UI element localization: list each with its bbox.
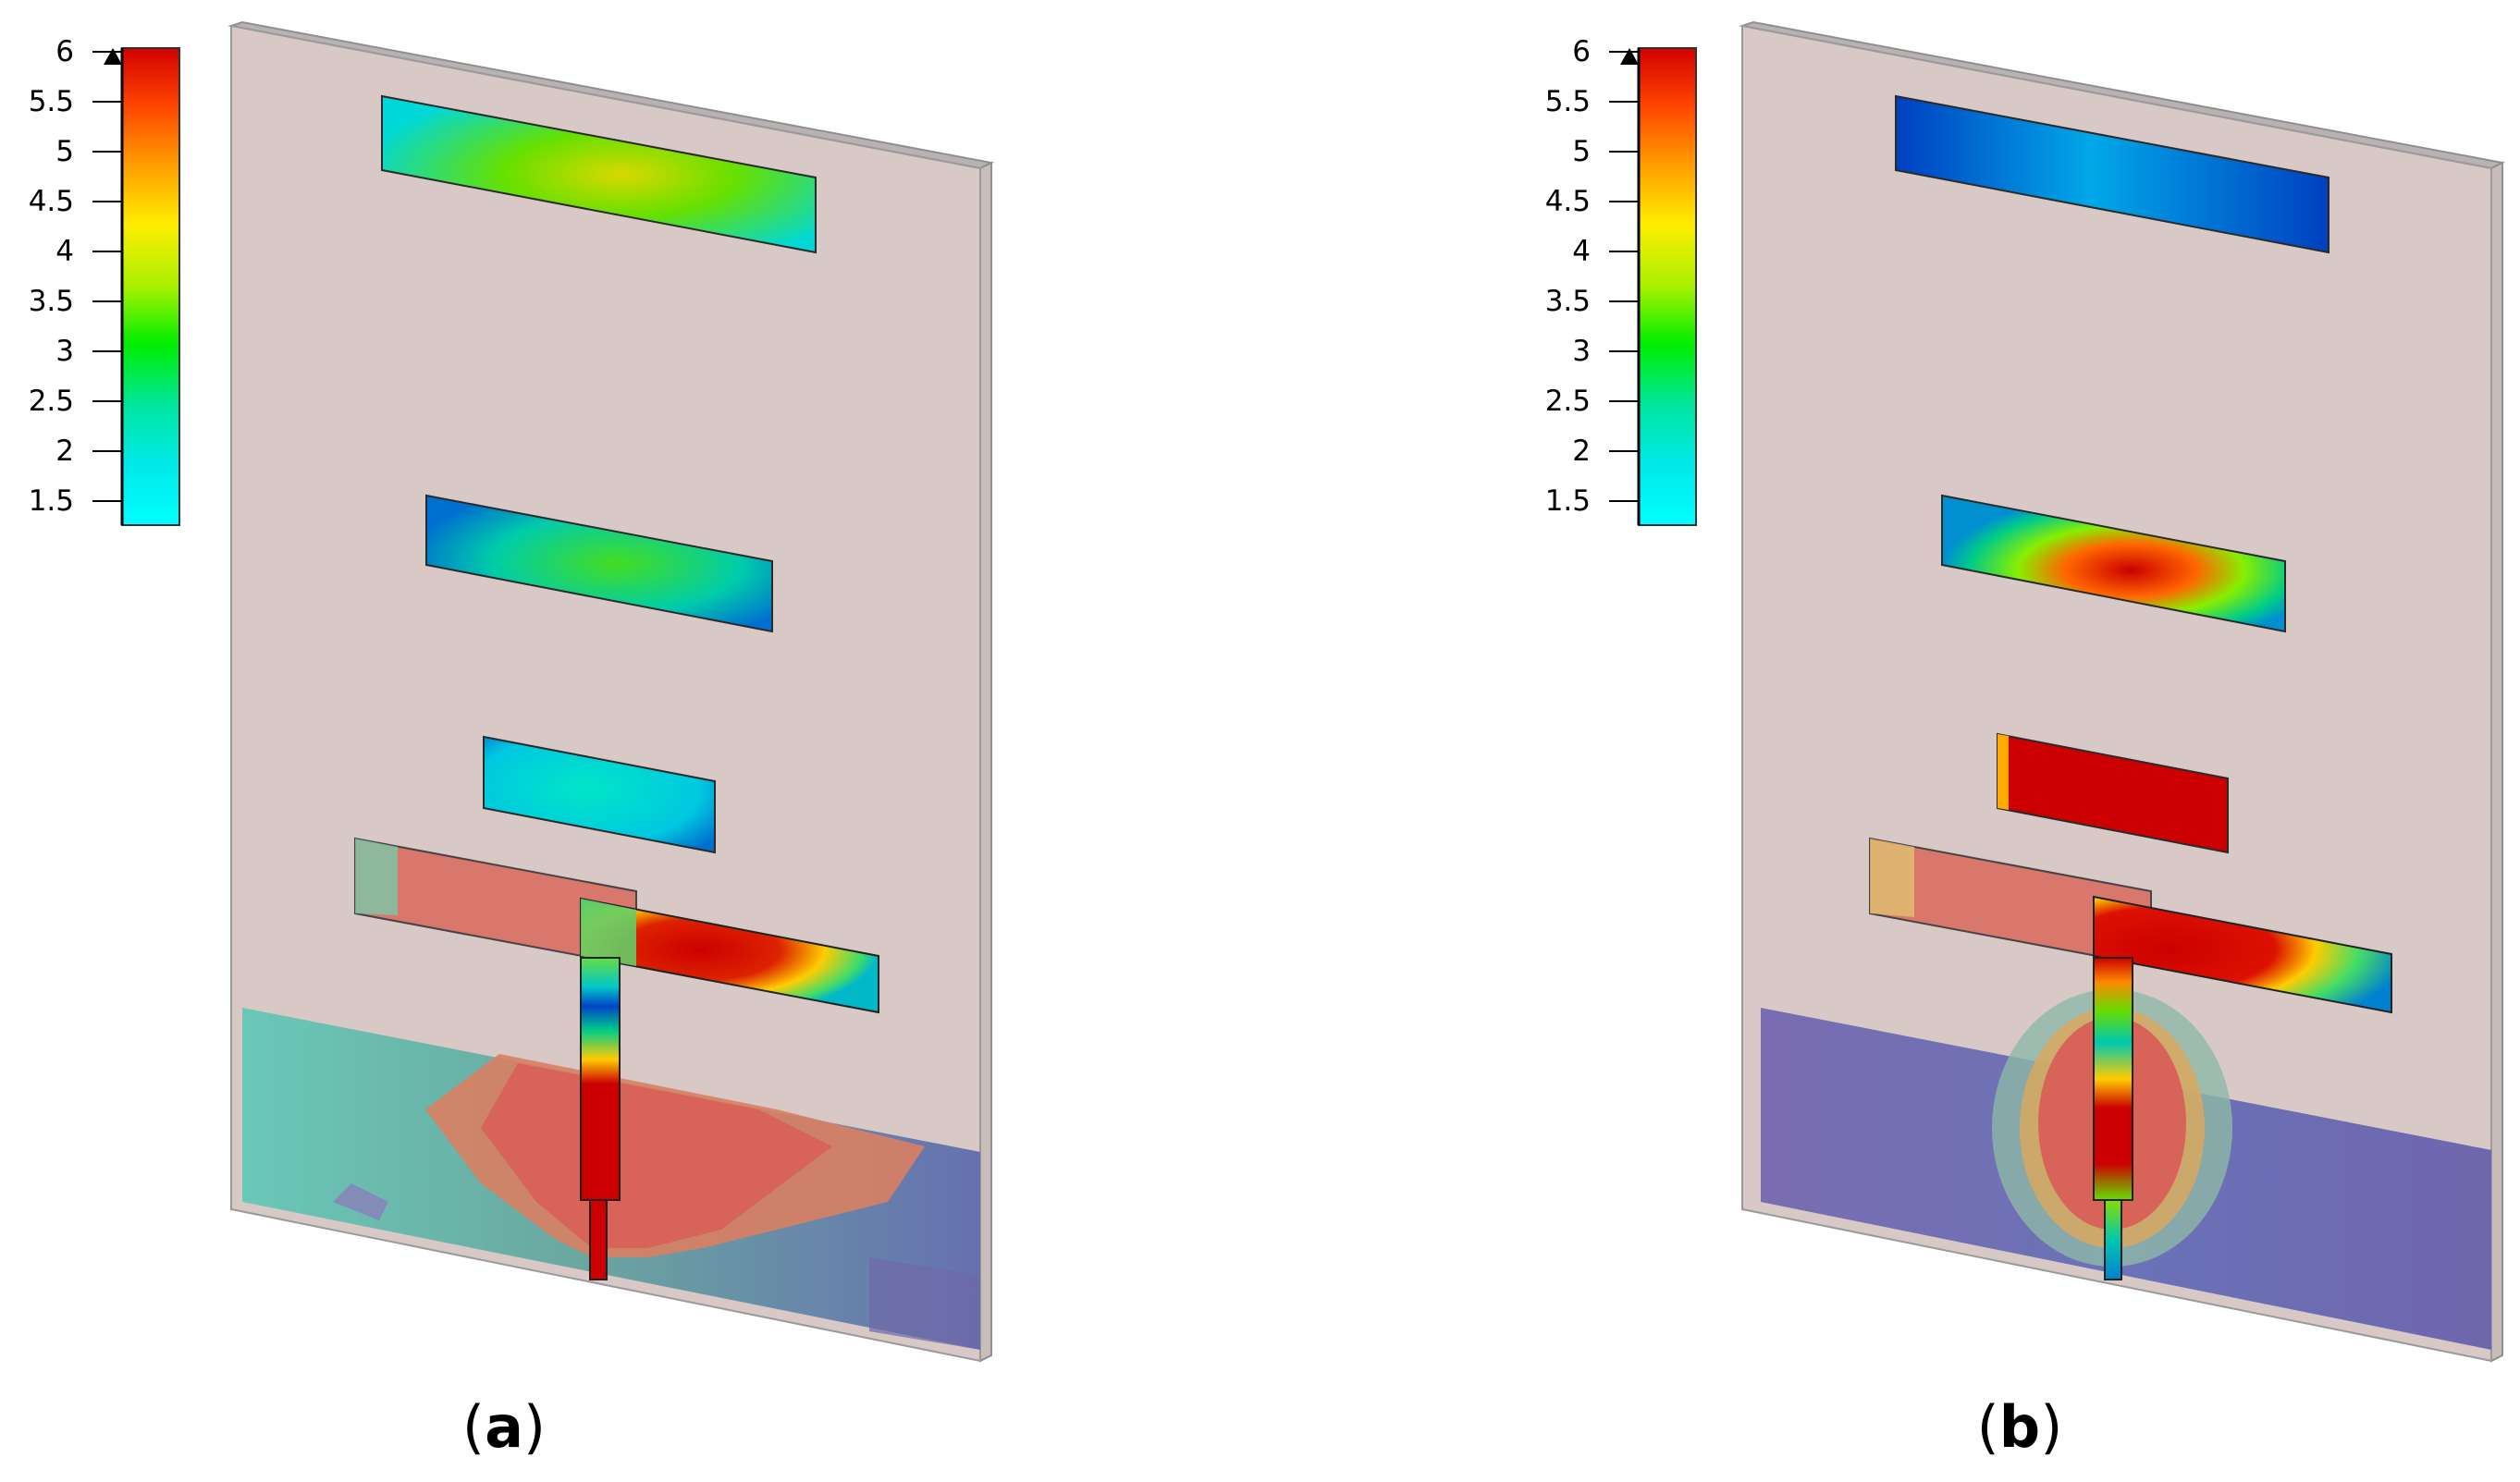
colorbar-b-tick-label: 5 (1572, 135, 1591, 168)
feed-line-b (2093, 957, 2133, 1201)
substrate-a (227, 20, 995, 1363)
colorbar-b-tick-label: 3.5 (1545, 285, 1591, 318)
feed-line-a (580, 957, 621, 1201)
panel-a-caption: (a) (462, 1393, 546, 1461)
colorbar-a-tick-label: 2.5 (29, 385, 74, 418)
colorbar-a-tick-label: 3.5 (29, 285, 74, 318)
substrate-a-side-edge (979, 161, 992, 1363)
colorbar-b: 6 5.5 5 4.5 4 3.5 3 2.5 2 1.5 (1545, 35, 1697, 526)
colorbar-a-tick-label: 5 (55, 135, 74, 168)
director-2-b (1941, 494, 2286, 633)
colorbar-a-gradient (121, 47, 180, 526)
colorbar-a-tick-label: 6 (55, 35, 74, 68)
colorbar-b-tick-label: 4.5 (1545, 185, 1591, 218)
colorbar-a-tick-label: 3 (55, 335, 74, 368)
colorbar-a-tick-label: 4 (55, 235, 74, 268)
colorbar-a-ticks (92, 51, 122, 502)
colorbar-b-tick-label: 1.5 (1545, 484, 1591, 518)
substrate-b (1739, 20, 2506, 1363)
colorbar-b-tick-label: 2.5 (1545, 385, 1591, 418)
feed-stub-a (589, 1199, 608, 1280)
colorbar-b-tick-label: 6 (1572, 35, 1591, 68)
colorbar-a-tick-label: 2 (55, 435, 74, 468)
substrate-b-face (1741, 24, 2492, 1363)
ground-plane-a (242, 1008, 980, 1350)
panel-a: 6 5.5 5 4.5 4 3.5 3 2.5 2 1.5 (29, 20, 995, 1461)
director-2-a (425, 494, 773, 633)
colorbar-a-tick-label: 5.5 (29, 85, 74, 118)
colorbar-a-tick-label: 4.5 (29, 185, 74, 218)
director-3-a (483, 735, 716, 854)
feed-stub-b (2104, 1199, 2122, 1280)
colorbar-b-tick-label: 5.5 (1545, 85, 1591, 118)
colorbar-a-tick-label: 1.5 (29, 484, 74, 518)
colorbar-b-tick-label: 4 (1572, 235, 1591, 268)
director-1-a (381, 94, 817, 254)
dipole-right-arm-b (2093, 895, 2392, 1014)
substrate-b-side-edge (2490, 161, 2503, 1363)
colorbar-b-ticks (1609, 51, 1639, 502)
colorbar-b-max-arrow (1620, 48, 1639, 65)
colorbar-a-max-arrow (104, 48, 122, 65)
colorbar-a: 6 5.5 5 4.5 4 3.5 3 2.5 2 1.5 (29, 35, 180, 526)
colorbar-b-tick-label: 3 (1572, 335, 1591, 368)
substrate-a-face (230, 24, 981, 1363)
panel-b: 6 5.5 5 4.5 4 3.5 3 2.5 2 1.5 (1545, 20, 2506, 1461)
colorbar-b-tick-label: 2 (1572, 435, 1591, 468)
director-1-b (1895, 94, 2329, 254)
panel-b-caption: (b) (1977, 1393, 2063, 1461)
colorbar-b-gradient (1638, 47, 1697, 526)
